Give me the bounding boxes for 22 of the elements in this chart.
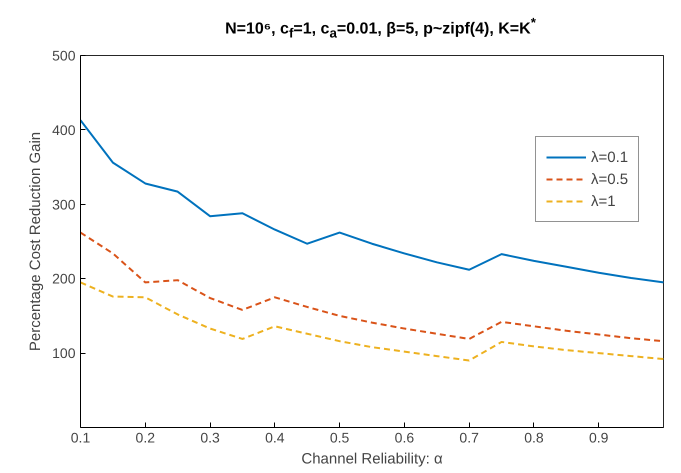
x-tick-label: 0.8 xyxy=(524,430,544,446)
legend-label: λ=0.1 xyxy=(591,148,628,166)
y-tick-label: 500 xyxy=(52,48,76,64)
y-tick-label: 100 xyxy=(52,345,76,362)
x-tick-label: 0.5 xyxy=(330,430,350,446)
y-tick-label: 200 xyxy=(52,270,76,287)
x-tick-label: 0.4 xyxy=(265,430,285,446)
x-tick-label: 0.2 xyxy=(136,430,156,446)
legend-label: λ=0.5 xyxy=(591,170,628,188)
line-series xyxy=(80,281,664,362)
line-series xyxy=(80,119,664,284)
y-axis-title: Percentage Cost Reduction Gain xyxy=(27,132,44,352)
y-tick-label: 300 xyxy=(52,196,76,212)
x-tick-label: 0.1 xyxy=(70,430,90,446)
x-axis-title: Channel Reliability: α xyxy=(301,450,443,468)
legend-label: λ=1 xyxy=(591,192,616,210)
y-tick-label: 400 xyxy=(52,122,76,138)
x-tick-label: 0.6 xyxy=(394,430,414,446)
chart-title: N=10⁶, c$_{f}$=1, c$_{a}$=0.01, β=5, p~zipf(4), K=K$^{*}$ xyxy=(225,14,536,43)
x-tick-label: 0.9 xyxy=(588,430,609,446)
x-tick-label: 0.7 xyxy=(459,430,480,446)
x-tick-label: 0.3 xyxy=(200,430,220,446)
